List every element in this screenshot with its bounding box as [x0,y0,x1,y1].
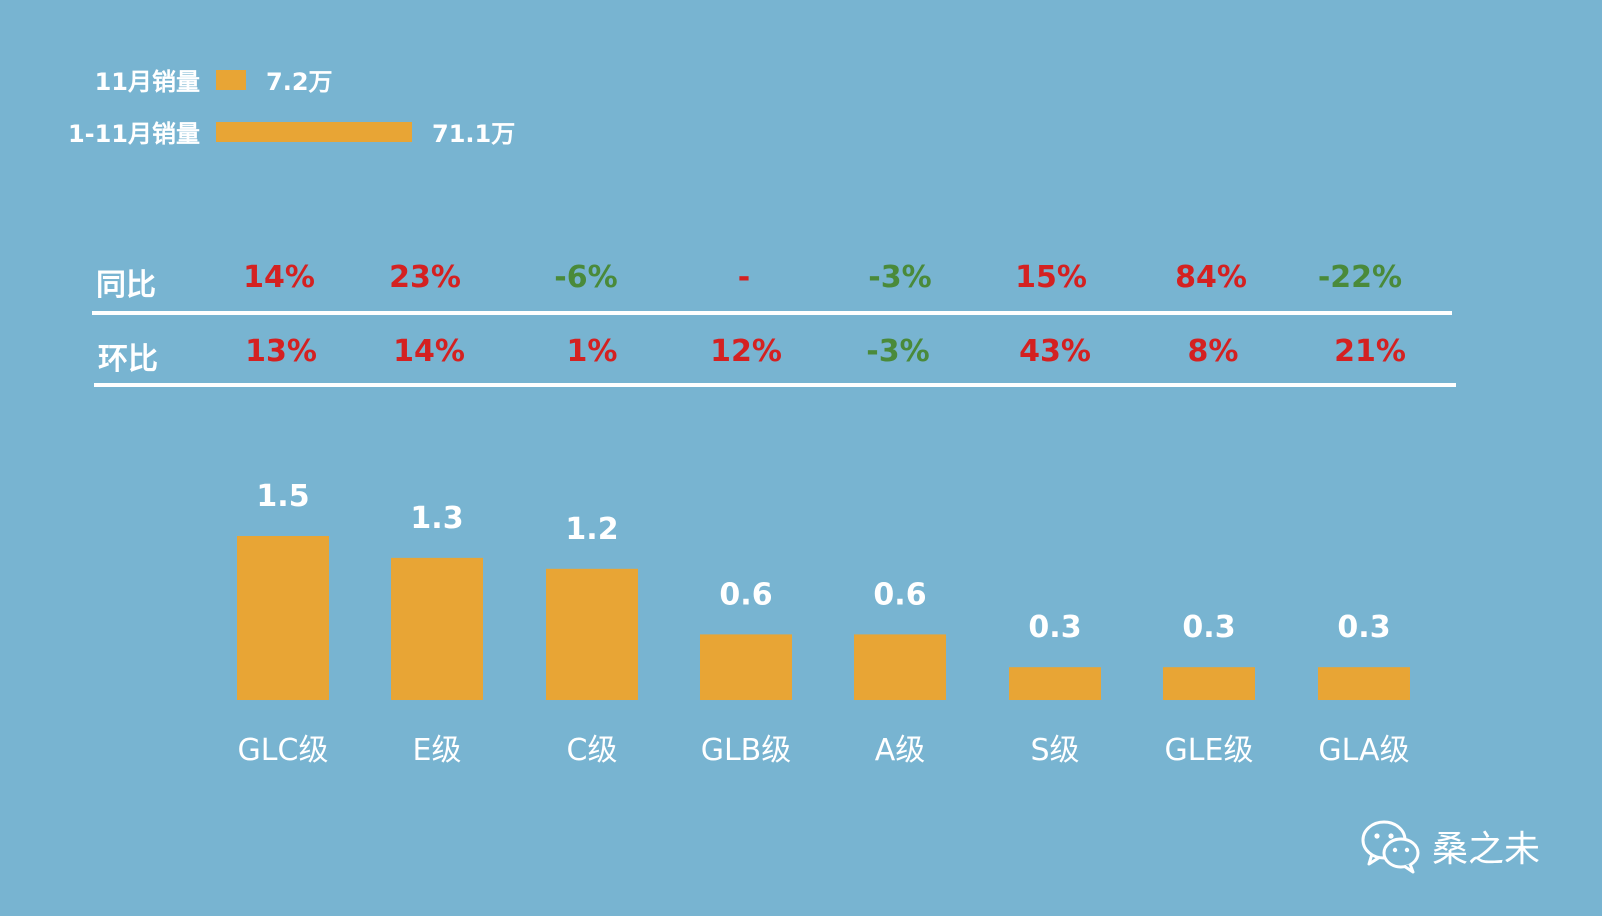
category-label: GLB级 [701,733,792,768]
legend-monthly-label: 11月销量 [94,68,200,96]
yoy-value: - [737,260,751,295]
legend-monthly: 11月销量 7.2万 [0,62,333,97]
bar-value-label: 0.3 [1028,610,1081,645]
bar [854,634,946,700]
yoy-value: -3% [868,260,932,295]
legend-ytd-value: 71.1万 [432,120,516,148]
bar-value-label: 0.6 [719,577,772,612]
bar-value-label: 0.6 [873,577,926,612]
bar [1163,667,1255,700]
legend-ytd-bar [216,121,412,142]
mom-value: 21% [1334,334,1406,369]
table-divider-top [92,311,1452,315]
bar [237,536,329,700]
legend-monthly-value: 7.2万 [266,68,333,96]
yoy-value: -6% [554,260,618,295]
bar-value-label: 1.5 [256,479,309,514]
category-label: GLC级 [238,733,329,768]
bar [391,557,483,700]
watermark: 桑之未 [1360,818,1540,874]
legend-monthly-bar [216,69,246,90]
category-label: A级 [875,733,926,768]
mom-value: 43% [1019,334,1091,369]
watermark-text: 桑之未 [1432,829,1541,870]
mom-row-label: 环比 [98,342,158,377]
wechat-icon [1361,820,1420,874]
bar [546,568,638,700]
yoy-value: 84% [1175,260,1247,295]
yoy-value: 15% [1015,260,1087,295]
mom-value: 12% [710,334,782,369]
yoy-row-label: 同比 [96,268,156,303]
mom-value: 1% [566,334,618,369]
category-label: E级 [413,733,462,768]
bar [1009,667,1101,700]
bar-value-label: 1.3 [410,501,463,536]
bar [1318,667,1410,700]
mom-value: 8% [1187,334,1239,369]
legend-ytd-label: 1-11月销量 [67,120,200,148]
bar-value-label: 0.3 [1337,610,1390,645]
category-label: C级 [567,733,618,768]
bar [700,634,792,700]
mom-value: 13% [245,334,317,369]
bar-value-label: 1.2 [565,512,618,547]
category-label: S级 [1030,733,1079,768]
category-label: GLE级 [1165,733,1254,768]
table-divider-bottom [94,383,1456,387]
category-label: GLA级 [1318,733,1409,768]
yoy-value: -22% [1317,260,1403,295]
mom-value: -3% [866,334,930,369]
legend-ytd: 1-11月销量 71.1万 [0,114,515,149]
yoy-value: 14% [243,260,315,295]
yoy-value: 23% [389,260,461,295]
mom-value: 14% [393,334,465,369]
bar-value-label: 0.3 [1182,610,1235,645]
